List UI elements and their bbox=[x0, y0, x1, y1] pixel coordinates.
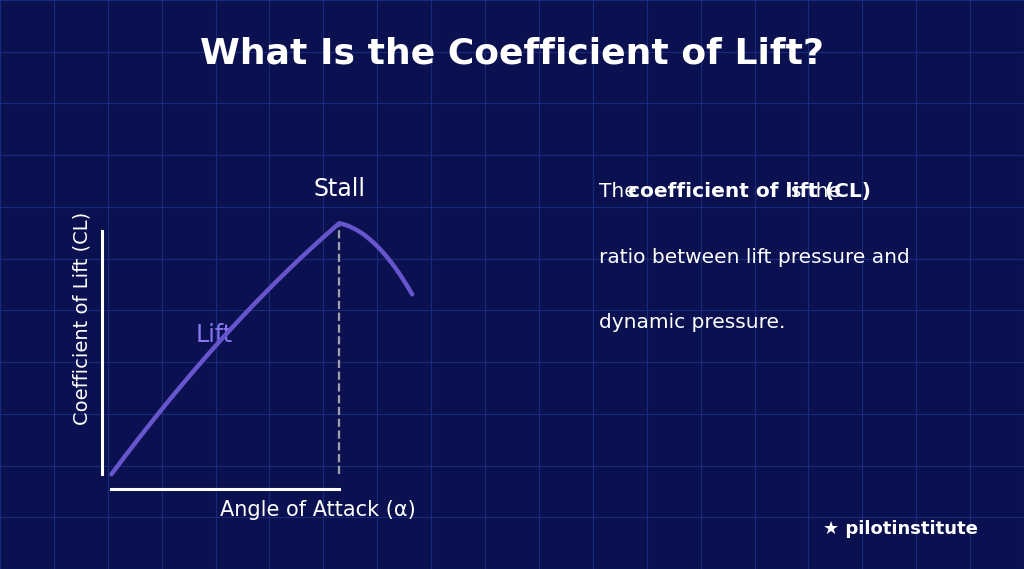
Text: is the: is the bbox=[779, 182, 842, 201]
Text: Stall: Stall bbox=[313, 176, 366, 201]
Text: coefficient of lift (CL): coefficient of lift (CL) bbox=[628, 182, 870, 201]
Text: ratio between lift pressure and: ratio between lift pressure and bbox=[599, 248, 909, 266]
Text: ★ pilotinstitute: ★ pilotinstitute bbox=[823, 519, 978, 538]
Text: dynamic pressure.: dynamic pressure. bbox=[599, 313, 785, 332]
Text: The: The bbox=[599, 182, 643, 201]
Text: Lift: Lift bbox=[196, 323, 232, 347]
Y-axis label: Coefficient of Lift (CL): Coefficient of Lift (CL) bbox=[73, 212, 91, 425]
Text: What Is the Coefficient of Lift?: What Is the Coefficient of Lift? bbox=[200, 37, 824, 71]
X-axis label: Angle of Attack (α): Angle of Attack (α) bbox=[219, 501, 416, 521]
